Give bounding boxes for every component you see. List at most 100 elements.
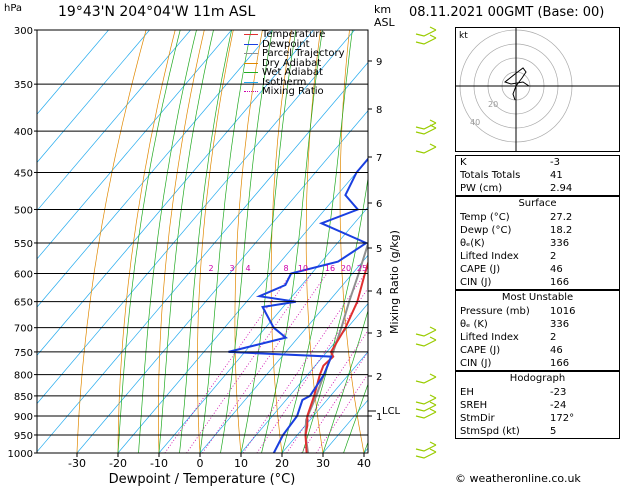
mixing-ratio-label: 20 — [341, 264, 351, 273]
pressure-tick-label: 450 — [14, 168, 33, 179]
temperature-tick-label: -10 — [150, 457, 168, 470]
legend-mixing-ratio-label: Mixing Ratio — [262, 86, 324, 97]
pressure-tick-label: 550 — [14, 239, 33, 250]
hodograph: kt 20 40 — [455, 27, 620, 152]
hodograph-trace — [503, 67, 537, 87]
mixing-ratio-label: 16 — [325, 264, 335, 273]
dry-adiabat-line — [76, 30, 147, 453]
legend-parcel: Parcel Trajectory — [244, 49, 345, 59]
isotherm-line — [281, 351, 368, 453]
row-value: 46 — [550, 264, 563, 275]
table-row: CIN (J) 166 — [456, 357, 619, 370]
row-label: K — [460, 157, 467, 168]
row-label: CIN (J) — [460, 277, 492, 288]
row-value: 172° — [550, 413, 575, 424]
height-km-label: 4 — [376, 287, 382, 298]
mixing-ratio-label: 10 — [298, 264, 308, 273]
row-value: 2.94 — [550, 183, 573, 194]
table-row: Totals Totals 41 — [456, 169, 619, 182]
table-row: θₑ(K) 336 — [456, 237, 619, 250]
temperature-tick-label: 20 — [275, 457, 289, 470]
wind-barb-icon — [415, 336, 437, 347]
pressure-tick-label: 800 — [14, 371, 33, 382]
row-label: SREH — [460, 400, 488, 411]
table-row: StmSpd (kt) 5 — [456, 425, 619, 438]
pressure-tick-label: 400 — [14, 127, 33, 138]
row-value: 166 — [550, 358, 570, 369]
wet-adiabat-line — [322, 309, 368, 453]
mixing-ratio-line — [315, 373, 368, 453]
height-km-label: 8 — [376, 105, 382, 116]
surface-section: Surface Temp (°C) 27.2 Dewp (°C) 18.2 θₑ(K) 3… — [456, 195, 619, 289]
table-row: SREH -24 — [456, 399, 619, 412]
dewpoint-line — [228, 157, 368, 453]
isotherm-line — [117, 158, 368, 453]
isotherm-line — [37, 30, 315, 356]
legend-wet-adiabat-label: Wet Adiabat — [262, 67, 323, 78]
table-row: Pressure (mb) 1016 — [456, 305, 619, 318]
legend-parcel-label: Parcel Trajectory — [262, 48, 345, 59]
legend-dry-adiabat: Dry Adiabat — [244, 57, 345, 69]
height-km-label: 6 — [376, 199, 382, 210]
legend-dry-adiabat-label: Dry Adiabat — [262, 57, 322, 69]
row-value: 1016 — [550, 306, 576, 317]
credit-text: © weatheronline.co.uk — [455, 472, 581, 485]
wind-barb-icon — [415, 394, 437, 405]
row-value: 46 — [550, 345, 563, 356]
row-value: 336 — [550, 319, 570, 330]
temperature-tick-label: 30 — [316, 457, 330, 470]
row-value: 41 — [550, 170, 563, 181]
hodograph-unit-label: kt — [459, 31, 468, 41]
row-label: θₑ(K) — [460, 238, 485, 249]
row-label: Lifted Index — [460, 251, 519, 262]
row-label: Pressure (mb) — [460, 306, 530, 317]
row-label: Totals Totals — [460, 170, 521, 181]
row-value: -3 — [550, 157, 560, 168]
table-row: Lifted Index 2 — [456, 250, 619, 263]
row-value: -23 — [550, 387, 567, 398]
temperature-tick-label: -20 — [109, 457, 127, 470]
table-row: CAPE (J) 46 — [456, 263, 619, 276]
pressure-tick-label: 700 — [14, 324, 33, 335]
isotherm-line — [199, 254, 368, 453]
hodograph-trace — [512, 85, 517, 101]
isotherm-line — [37, 30, 356, 405]
most-unstable-title: Most Unstable — [456, 290, 619, 305]
table-row: CAPE (J) 46 — [456, 344, 619, 357]
hodograph-frame — [455, 27, 620, 152]
table-row: θₑ (K) 336 — [456, 318, 619, 331]
row-label: Dewp (°C) — [460, 225, 512, 236]
legend-temperature: Temperature — [244, 30, 345, 40]
legend-temperature-label: Temperature — [262, 29, 326, 40]
row-value: 5 — [550, 426, 557, 437]
table-row: EH -23 — [456, 386, 619, 399]
isotherm-line — [37, 30, 110, 115]
table-row: StmDir 172° — [456, 412, 619, 425]
mixing-ratio-label: 25 — [357, 264, 367, 273]
asl-label: ASL — [374, 16, 395, 29]
mixing-ratio-label: 4 — [245, 264, 250, 273]
pressure-tick-label: 600 — [14, 270, 33, 281]
isotherm-line — [37, 30, 192, 212]
pressure-tick-label: 300 — [14, 26, 33, 37]
table-row: K -3 — [456, 156, 619, 169]
isotherm-line — [37, 30, 233, 260]
wind-barb-icon — [415, 34, 437, 45]
row-label: PW (cm) — [460, 183, 503, 194]
dry-adiabat-line — [405, 30, 446, 453]
plot-frame — [36, 29, 369, 454]
pressure-tick-label: 950 — [14, 431, 33, 442]
x-axis-label: Dewpoint / Temperature (°C) — [109, 472, 296, 486]
row-value: 2 — [550, 251, 557, 262]
height-km-label: 5 — [376, 244, 382, 255]
pressure-tick-label: 900 — [14, 412, 33, 423]
mixing-ratio-label: 8 — [283, 264, 288, 273]
indices-panel: K -3 Totals Totals 41 PW (cm) 2.94 Surface Te… — [455, 155, 620, 439]
temperature-tick-label: 40 — [357, 457, 371, 470]
mixing-ratio-label: 3 — [229, 264, 234, 273]
wet-adiabat-line — [117, 30, 181, 453]
dry-adiabat-line — [117, 30, 176, 453]
legend-dewpoint-label: Dewpoint — [262, 38, 310, 50]
table-row: PW (cm) 2.94 — [456, 182, 619, 195]
row-value: 27.2 — [550, 212, 573, 223]
